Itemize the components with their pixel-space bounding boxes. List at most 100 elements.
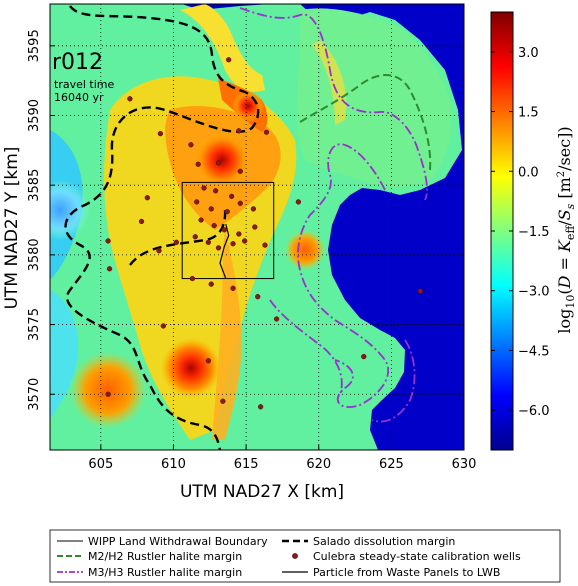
calibration-well (224, 209, 230, 215)
calibration-well (263, 129, 270, 135)
calibration-well (237, 168, 243, 174)
colorbar-tick-label: 3.0 (518, 46, 539, 61)
inset-travel-time-label: travel time (54, 78, 114, 91)
m2-h2-halite-margin (299, 73, 432, 171)
m3-h3-halite-margin (239, 7, 428, 201)
calibration-well (236, 231, 242, 237)
colorbar-tick-label: −3.0 (518, 285, 550, 300)
colorbar-tick-label: −4.5 (518, 344, 550, 359)
salado-dissolution-margin-inner (129, 209, 227, 266)
colorbar-tick-label: −6.0 (518, 404, 550, 419)
x-tick-label: 620 (306, 457, 331, 472)
y-axis-ticks: 3570 3575 3580 3585 3590 3595 (27, 29, 55, 411)
colorbar-tick-label: −1.5 (518, 225, 550, 240)
calibration-well (105, 238, 111, 244)
calibration-well (205, 358, 211, 364)
calibration-well (192, 234, 198, 240)
y-tick-label: 3585 (27, 169, 42, 202)
land-east-yellow-streak (312, 40, 347, 125)
calibration-well (205, 239, 211, 245)
calibration-well (257, 404, 264, 410)
calibration-well (208, 206, 214, 212)
calibration-well (236, 128, 242, 134)
calibration-well (255, 294, 261, 300)
calibration-well (138, 218, 145, 225)
hot-spot-center (194, 132, 250, 188)
plot-frame (49, 3, 465, 451)
y-tick-label: 3590 (27, 99, 42, 132)
travel-time-inset: r012 travel time 16040 yr (52, 50, 114, 104)
legend-label-m2h2: M2/H2 Rustler halite margin (88, 550, 242, 563)
calibration-well (156, 248, 162, 254)
colorbar-ticks: 3.0 1.5 0.0 −1.5 −3.0 −4.5 −6.0 (491, 46, 550, 419)
calibration-wells (105, 57, 424, 410)
calibration-well (173, 239, 180, 245)
calibration-well (361, 353, 367, 360)
salado-dissolution-margin (64, 5, 260, 450)
calibration-well (160, 323, 166, 329)
particle-path (219, 224, 230, 279)
calibration-well (215, 245, 222, 251)
land-north-yellow (180, 4, 265, 92)
legend-swatch-wells (292, 553, 298, 559)
calibration-well (215, 160, 222, 166)
wipp-land-withdrawal-boundary (181, 181, 275, 280)
legend-label-m3h3: M3/H3 Rustler halite margin (88, 566, 242, 579)
inset-travel-time-value: 16040 yr (54, 91, 104, 104)
legend-label-salado: Salado dissolution margin (313, 535, 455, 548)
x-axis-label: UTM NAD27 X [km] (180, 482, 344, 502)
calibration-well (195, 161, 201, 167)
calibration-well (157, 130, 164, 137)
hot-spot-south (161, 338, 221, 398)
calibration-well (189, 275, 196, 282)
calibration-well (295, 199, 302, 205)
y-axis-label: UTM NAD27 Y [km] (2, 147, 22, 310)
calibration-well (228, 193, 235, 199)
calibration-well (237, 200, 243, 206)
calibration-well (226, 57, 232, 63)
x-tick-label: 625 (379, 457, 404, 472)
m3-h3-halite-margin-3 (269, 299, 343, 396)
x-axis-ticks: 605 610 615 620 625 630 (88, 445, 476, 472)
calibration-well (105, 391, 111, 397)
calibration-well (220, 398, 226, 404)
calibration-well (188, 142, 194, 148)
calibration-well (250, 206, 257, 212)
y-tick-label: 3595 (27, 29, 42, 62)
calibration-well (262, 242, 268, 248)
y-tick-label: 3570 (27, 378, 42, 411)
cool-spot (50, 180, 90, 240)
x-tick-label: 630 (452, 457, 477, 472)
calibration-well (212, 188, 219, 194)
calibration-well (230, 285, 236, 291)
legend-label-wells: Culebra steady-state calibration wells (313, 550, 521, 563)
hot-spot-north (232, 90, 264, 122)
calibration-well (417, 288, 424, 294)
inset-run-id: r012 (52, 50, 103, 75)
colorbar-label: log10(D = Keff/Ss [m2/sec]) (555, 126, 577, 333)
x-tick-label: 610 (161, 457, 186, 472)
calibration-well (211, 222, 217, 229)
calibration-well (273, 316, 280, 322)
colorbar: 3.0 1.5 0.0 −1.5 −3.0 −4.5 −6.0 log10(D = Keff… (490, 11, 577, 451)
legend-frame (49, 529, 561, 583)
warm-spot-southwest (70, 352, 146, 428)
calibration-well (198, 217, 204, 223)
legend-label-particle: Particle from Waste Panels to LWB (313, 566, 500, 579)
x-tick-label: 615 (234, 457, 259, 472)
land-orange-band (212, 230, 242, 440)
legend-label-lwb: WIPP Land Withdrawal Boundary (88, 535, 268, 548)
legend: WIPP Land Withdrawal Boundary M2/H2 Rust… (49, 529, 561, 583)
x-tick-label: 605 (88, 457, 113, 472)
m3-h3-halite-margin-4 (371, 339, 416, 423)
calibration-well (230, 241, 236, 247)
y-tick-label: 3575 (27, 308, 42, 341)
colorbar-tick-label: 1.5 (518, 106, 539, 121)
calibration-well (106, 266, 113, 272)
land-west-cool-2 (50, 290, 79, 420)
calibration-well (201, 185, 207, 191)
warm-spot-east (285, 230, 325, 270)
overlay-lines (64, 5, 432, 450)
calibration-well (221, 227, 227, 233)
